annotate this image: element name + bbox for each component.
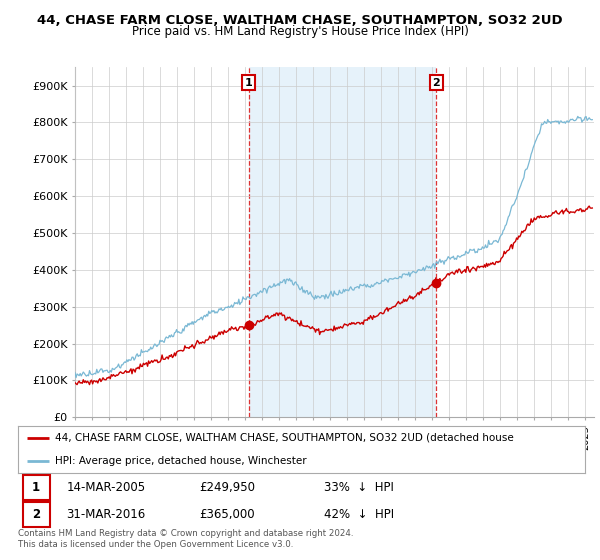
Text: 1: 1 xyxy=(32,481,40,494)
Bar xyxy=(248,67,436,417)
Bar xyxy=(23,502,50,528)
Text: £249,950: £249,950 xyxy=(199,481,256,494)
Text: 33%  ↓  HPI: 33% ↓ HPI xyxy=(324,481,394,494)
Text: 1: 1 xyxy=(245,78,253,88)
Text: 44, CHASE FARM CLOSE, WALTHAM CHASE, SOUTHAMPTON, SO32 2UD: 44, CHASE FARM CLOSE, WALTHAM CHASE, SOU… xyxy=(37,14,563,27)
Text: £365,000: £365,000 xyxy=(199,508,255,521)
Text: 2: 2 xyxy=(433,78,440,88)
Text: Price paid vs. HM Land Registry's House Price Index (HPI): Price paid vs. HM Land Registry's House … xyxy=(131,25,469,38)
Text: 42%  ↓  HPI: 42% ↓ HPI xyxy=(324,508,394,521)
Text: 14-MAR-2005: 14-MAR-2005 xyxy=(66,481,145,494)
Text: 44, CHASE FARM CLOSE, WALTHAM CHASE, SOUTHAMPTON, SO32 2UD (detached house: 44, CHASE FARM CLOSE, WALTHAM CHASE, SOU… xyxy=(55,432,514,442)
Bar xyxy=(23,475,50,500)
Text: 2: 2 xyxy=(32,508,40,521)
Text: 31-MAR-2016: 31-MAR-2016 xyxy=(66,508,145,521)
Text: Contains HM Land Registry data © Crown copyright and database right 2024.
This d: Contains HM Land Registry data © Crown c… xyxy=(18,529,353,549)
Text: HPI: Average price, detached house, Winchester: HPI: Average price, detached house, Winc… xyxy=(55,456,307,466)
